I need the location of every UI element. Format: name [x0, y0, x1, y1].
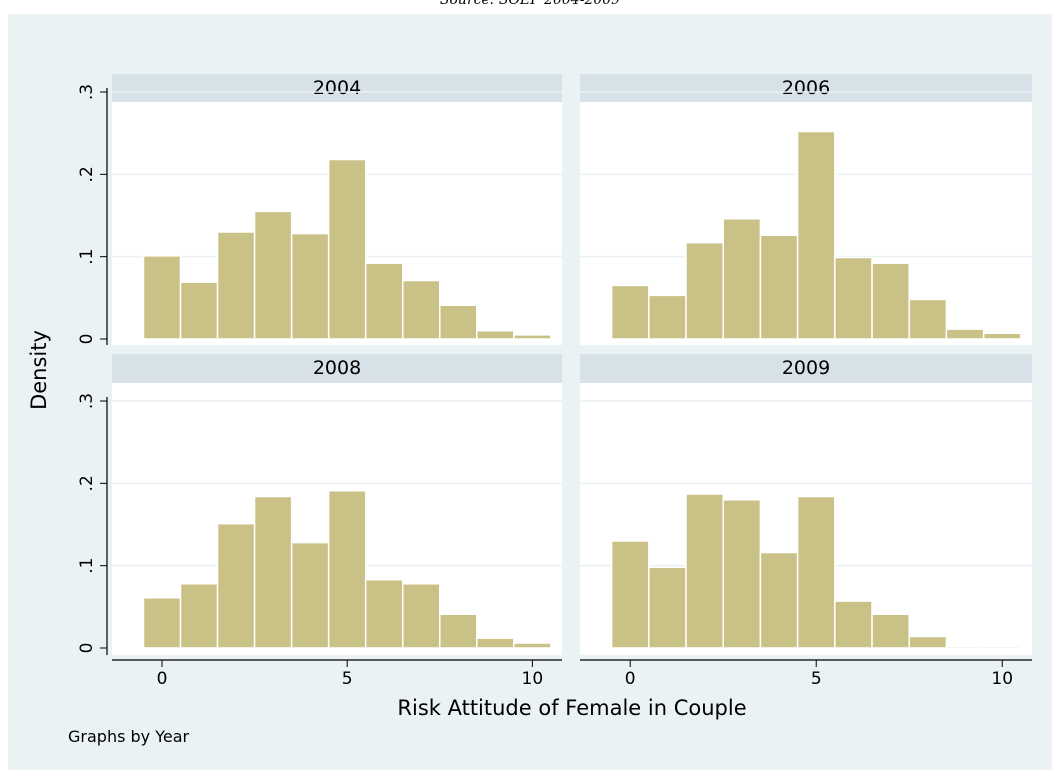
bar	[290, 232, 330, 340]
y-axis-title: Density	[27, 330, 51, 410]
bar	[871, 613, 910, 649]
bar	[290, 541, 330, 649]
strip	[112, 74, 562, 102]
y-tick-label: .2	[77, 166, 97, 182]
bar	[945, 645, 985, 649]
bar	[513, 642, 552, 649]
bar	[216, 522, 256, 649]
bar	[610, 540, 650, 649]
x-tick-label: 5	[811, 669, 822, 689]
strip	[580, 354, 1032, 383]
bar	[253, 495, 293, 649]
bar	[327, 158, 367, 340]
x-axis-title: Risk Attitude of Female in Couple	[397, 696, 746, 720]
panel-title: 2008	[313, 357, 361, 379]
y-tick-label: .3	[77, 393, 97, 409]
y-tick-label: 0	[77, 334, 97, 345]
bar	[685, 493, 724, 649]
bar	[648, 294, 687, 340]
bar	[513, 334, 552, 340]
bar	[364, 262, 404, 340]
strip	[112, 354, 562, 383]
x-tick-label: 10	[991, 669, 1013, 689]
bar	[253, 210, 293, 340]
bar	[216, 231, 256, 340]
y-tick-label: .2	[77, 475, 97, 491]
y-tick-label: .1	[77, 558, 97, 574]
x-tick-label: 0	[157, 669, 168, 689]
panel-title: 2006	[782, 77, 830, 99]
y-tick-label: .3	[77, 84, 97, 100]
source-note: Source: SOEP 2004-2009	[440, 0, 620, 8]
bar	[908, 298, 948, 340]
bar	[610, 284, 650, 340]
bar	[722, 218, 762, 340]
bar	[401, 279, 441, 340]
bar	[908, 635, 948, 649]
bar	[982, 332, 1022, 340]
bar	[364, 578, 404, 649]
bar	[796, 130, 836, 340]
panel-title: 2009	[782, 357, 830, 379]
bar	[476, 330, 515, 340]
bar	[834, 600, 873, 649]
bar	[796, 495, 836, 649]
y-tick-label: 0	[77, 643, 97, 654]
bar	[179, 281, 219, 340]
bar	[834, 256, 873, 340]
x-tick-label: 0	[625, 669, 636, 689]
bar	[476, 637, 515, 649]
bar	[648, 566, 687, 649]
bar	[871, 262, 910, 340]
x-tick-label: 5	[342, 669, 353, 689]
bar	[982, 645, 1022, 649]
bar	[327, 489, 367, 649]
panel-title: 2004	[313, 77, 361, 99]
bar	[945, 328, 985, 340]
bar	[722, 499, 762, 649]
bar	[759, 551, 799, 649]
bar	[142, 255, 182, 340]
bar	[439, 304, 478, 340]
strip	[580, 74, 1032, 102]
bar	[439, 613, 478, 649]
bar	[401, 583, 441, 649]
note: Graphs by Year	[68, 727, 190, 746]
bar	[685, 241, 724, 340]
x-tick-label: 10	[522, 669, 544, 689]
y-tick-label: .1	[77, 249, 97, 265]
bar	[179, 583, 219, 649]
bar	[759, 234, 799, 340]
bar	[142, 597, 182, 649]
